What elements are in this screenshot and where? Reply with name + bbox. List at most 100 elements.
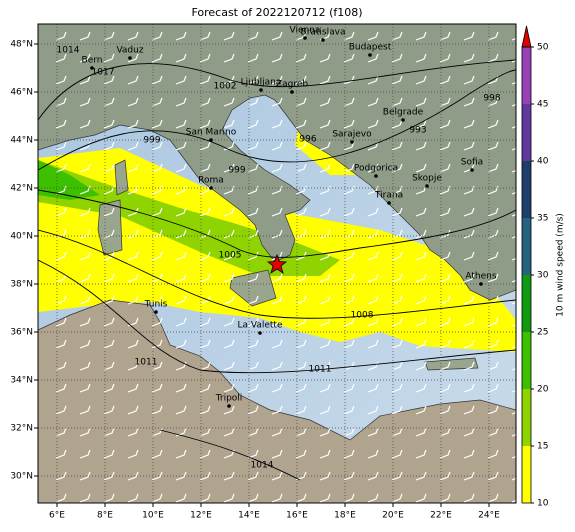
wind-barb: [127, 383, 139, 393]
wind-barb: [247, 449, 259, 459]
wind-barb: [271, 339, 283, 349]
wind-barb: [343, 119, 355, 129]
wind-barb: [463, 493, 475, 503]
city-label: Tirana: [374, 191, 403, 201]
wind-barb: [391, 471, 403, 481]
wind-barb: [319, 229, 331, 239]
wind-barb: [367, 273, 379, 283]
wind-barb: [151, 163, 163, 173]
wind-barb: [343, 163, 355, 173]
wind-barb: [247, 75, 259, 85]
wind-barb: [55, 427, 67, 437]
wind-barb: [463, 383, 475, 393]
wind-barb: [439, 207, 451, 217]
colorbar-segment: [522, 104, 531, 161]
crete: [424, 357, 479, 371]
colorbar-tick-label: 25: [537, 328, 548, 338]
wind-barb: [391, 251, 403, 261]
wind-barb: [247, 427, 259, 437]
wind-barb: [199, 229, 211, 239]
wind-barb: [487, 449, 499, 459]
wind-barb: [511, 37, 516, 41]
wind-barb: [511, 213, 516, 217]
wind-barb: [199, 207, 211, 217]
wind-barb: [367, 31, 379, 41]
city-dot: [303, 36, 307, 40]
wind-barb: [151, 207, 163, 217]
x-tick-label: 6°E: [49, 511, 65, 521]
wind-barb: [463, 427, 475, 437]
wind-barb: [463, 75, 475, 85]
wind-barb: [271, 361, 283, 371]
wind-barb: [511, 191, 516, 195]
colorbar-tick-label: 40: [537, 157, 549, 167]
wind-barb: [439, 317, 451, 327]
colorbar-segment: [522, 446, 531, 503]
wind-barb: [319, 207, 331, 217]
wind-barb: [367, 427, 379, 437]
wind-barb: [391, 427, 403, 437]
wind-barb: [487, 317, 499, 327]
wind-barb: [511, 345, 516, 349]
city-label: Skopje: [412, 174, 442, 184]
isobar-label: 1014: [251, 461, 274, 471]
wind-barb: [511, 323, 516, 327]
wind-barb: [295, 97, 307, 107]
wind-barb: [271, 53, 283, 63]
wind-barb: [247, 383, 259, 393]
wind-barb: [199, 493, 211, 503]
wind-barb: [103, 405, 115, 415]
wind-barb: [103, 163, 115, 173]
wind-barb: [463, 471, 475, 481]
city-label: Zagreb: [276, 80, 308, 90]
wind-barb: [271, 119, 283, 129]
city-label: Podgorica: [354, 164, 398, 174]
wind-barb: [511, 169, 516, 173]
wind-barb: [247, 207, 259, 217]
wind-barb: [199, 405, 211, 415]
isobar-label: 1011: [135, 358, 158, 368]
city-label: Budapest: [349, 43, 392, 53]
wind-barb: [463, 251, 475, 261]
wind-barb: [391, 295, 403, 305]
wind-barb: [55, 273, 67, 283]
wind-barb: [343, 273, 355, 283]
wind-barb: [391, 75, 403, 85]
wind-barb: [79, 317, 91, 327]
wind-barb: [175, 339, 187, 349]
wind-barb: [151, 295, 163, 305]
wind-barb: [151, 493, 163, 503]
colorbar-tick-label: 50: [537, 43, 549, 53]
wind-barb: [271, 273, 283, 283]
sardinia: [97, 199, 123, 256]
wind-barb: [511, 455, 516, 459]
sicily: [229, 269, 277, 307]
wind-barb: [199, 471, 211, 481]
wind-barb: [487, 31, 499, 41]
city-label: Belgrade: [383, 108, 424, 118]
wind-barb: [487, 251, 499, 261]
wind-barb: [367, 295, 379, 305]
wind-barb: [511, 389, 516, 393]
y-tick-label: 46°N: [10, 88, 33, 98]
wind-barb: [79, 75, 91, 85]
wind-barb: [367, 361, 379, 371]
wind-barb: [343, 229, 355, 239]
wind-barb: [127, 427, 139, 437]
wind-barb: [295, 141, 307, 151]
wind-barb: [199, 141, 211, 151]
city-label: Roma: [198, 176, 224, 186]
wind-barb: [151, 53, 163, 63]
wind-barb: [295, 493, 307, 503]
x-tick-label: 10°E: [142, 511, 164, 521]
wind-barb: [511, 367, 516, 371]
y-tick-label: 30°N: [10, 472, 33, 482]
wind-barb: [439, 493, 451, 503]
wind-barb: [55, 383, 67, 393]
wind-barb: [463, 97, 475, 107]
wind-barb: [319, 97, 331, 107]
wind-barb: [415, 273, 427, 283]
wind-barb: [391, 339, 403, 349]
wind-barb: [223, 339, 235, 349]
wind-barb: [199, 449, 211, 459]
